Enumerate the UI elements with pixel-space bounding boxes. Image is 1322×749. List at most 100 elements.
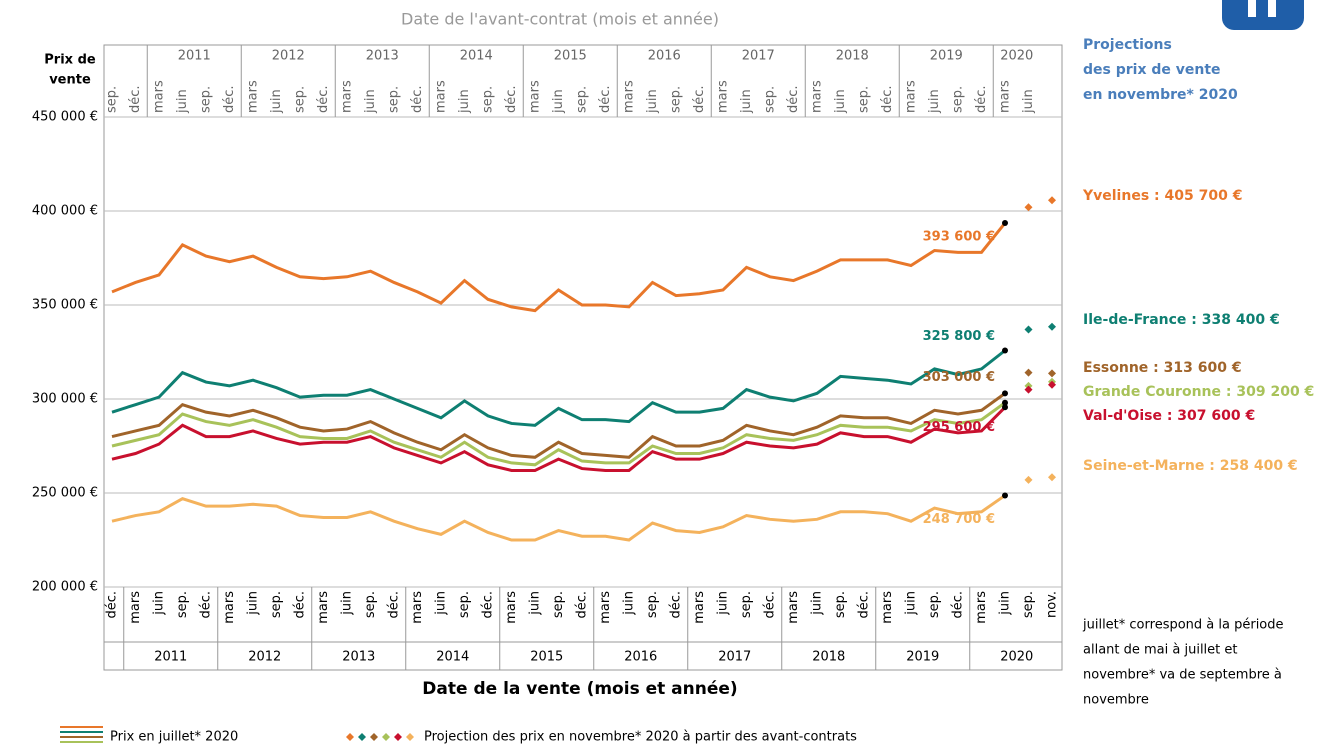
legend-swatch: [358, 733, 366, 741]
series-line: [111, 401, 1006, 467]
x-tick-label: sep.: [833, 591, 848, 618]
top-year-label: 2020: [1000, 49, 1033, 64]
x-tick-label: mars: [504, 591, 519, 624]
logo-mark: [1268, 0, 1276, 17]
top-year-label: 2011: [178, 49, 211, 64]
x-tick-label: juin: [998, 591, 1013, 616]
top-tick-label: juin: [927, 89, 942, 114]
x-tick-label: sep.: [457, 591, 472, 618]
x-tick-label: sep.: [927, 591, 942, 618]
footnote: novembre: [1083, 693, 1149, 708]
x-tick-label: déc.: [387, 591, 402, 619]
top-tick-label: juin: [457, 89, 472, 114]
x-tick-label: juin: [528, 591, 543, 616]
projection-marker: [1048, 322, 1056, 331]
top-year-label: 2014: [460, 49, 493, 64]
legend-swatch: [406, 733, 414, 741]
projection-marker: [1048, 380, 1056, 389]
projection-marker: [1024, 475, 1033, 484]
logo-mark: [1248, 0, 1256, 17]
x-tick-label: mars: [316, 591, 331, 624]
x-tick-label: déc.: [293, 591, 308, 619]
series-label: Grande Couronne : 309 200 €: [1083, 384, 1314, 400]
top-tick-label: déc.: [692, 85, 707, 113]
x-year-label: 2017: [718, 650, 751, 665]
x-tick-label: sep.: [645, 591, 660, 618]
top-tick-label: sep.: [763, 86, 778, 113]
x-year-label: 2014: [436, 650, 469, 665]
top-tick-label: mars: [904, 80, 919, 113]
top-tick-label: déc.: [786, 85, 801, 113]
top-tick-label: sep.: [575, 86, 590, 113]
top-tick-label: juin: [269, 89, 284, 114]
top-tick-label: sep.: [857, 86, 872, 113]
last-point: [1002, 390, 1008, 397]
top-tick-label: déc.: [128, 85, 143, 113]
y-tick-label: 250 000 €: [32, 486, 98, 501]
top-tick-label: déc.: [880, 85, 895, 113]
y-tick-label: 350 000 €: [32, 298, 98, 313]
series-line: [111, 349, 1006, 427]
x-tick-label: mars: [222, 591, 237, 624]
series-line: [111, 222, 1007, 313]
x-tick-label: mars: [786, 591, 801, 624]
footnote: allant de mai à juillet et: [1083, 643, 1238, 658]
x-year-label: 2012: [248, 650, 281, 665]
series-line: [111, 406, 1007, 472]
x-tick-label: juin: [246, 591, 261, 616]
legend-swatch: [382, 733, 390, 741]
top-tick-label: mars: [340, 80, 355, 113]
top-tick-label: sep.: [951, 86, 966, 113]
y-tick-label: 200 000 €: [32, 580, 98, 595]
x-tick-label: déc.: [951, 591, 966, 619]
top-tick-label: juin: [645, 89, 660, 114]
legend-swatch: [346, 733, 354, 741]
top-tick-label: mars: [434, 80, 449, 113]
series-label: Yvelines : 405 700 €: [1082, 188, 1242, 204]
legend-label: Prix en juillet* 2020: [110, 730, 238, 745]
top-year-label: 2015: [554, 49, 587, 64]
top-tick-label: sep.: [481, 86, 496, 113]
projection-marker: [1024, 325, 1033, 334]
x-tick-label: juin: [810, 591, 825, 616]
series-label: Ile-de-France : 338 400 €: [1083, 312, 1280, 328]
top-tick-label: sep.: [387, 86, 402, 113]
legend-swatch: [394, 733, 402, 741]
x-tick-label: juin: [340, 591, 355, 616]
x-tick-label: juin: [152, 591, 167, 616]
top-year-label: 2018: [836, 49, 869, 64]
x-tick-label: déc.: [199, 591, 214, 619]
x-tick-label: déc.: [763, 591, 778, 619]
legend-label: Projection des prix en novembre* 2020 à …: [424, 730, 857, 745]
top-tick-label: juin: [833, 89, 848, 114]
x-tick-label: sep.: [1021, 591, 1036, 618]
projection-marker: [1048, 369, 1056, 378]
x-year-label: 2013: [342, 650, 375, 665]
top-tick-label: mars: [622, 80, 637, 113]
projection-title: des prix de vente: [1083, 62, 1221, 78]
last-point: [1002, 399, 1008, 406]
x-tick-label: déc.: [857, 591, 872, 619]
top-tick-label: sep.: [199, 86, 214, 113]
last-point: [1002, 347, 1008, 354]
x-tick-label: sep.: [175, 591, 190, 618]
x-tick-label: juin: [716, 591, 731, 616]
series-line: [111, 392, 1006, 459]
top-tick-label: juin: [363, 89, 378, 114]
top-year-label: 2012: [272, 49, 305, 64]
projection-title: Projections: [1083, 37, 1172, 53]
x-tick-label: sep.: [269, 591, 284, 618]
last-point: [1002, 492, 1008, 499]
projection-marker: [1024, 203, 1033, 212]
point-label: 295 600 €: [923, 420, 995, 435]
x-title: Date de la vente (mois et année): [422, 679, 737, 699]
x-tick-label: déc.: [481, 591, 496, 619]
top-tick-label: sep.: [293, 86, 308, 113]
point-label: 303 000 €: [923, 370, 995, 385]
x-tick-label: sep.: [739, 591, 754, 618]
top-year-label: 2013: [366, 49, 399, 64]
x-year-label: 2016: [624, 650, 657, 665]
x-tick-label: déc.: [669, 591, 684, 619]
x-tick-label: déc.: [575, 591, 590, 619]
